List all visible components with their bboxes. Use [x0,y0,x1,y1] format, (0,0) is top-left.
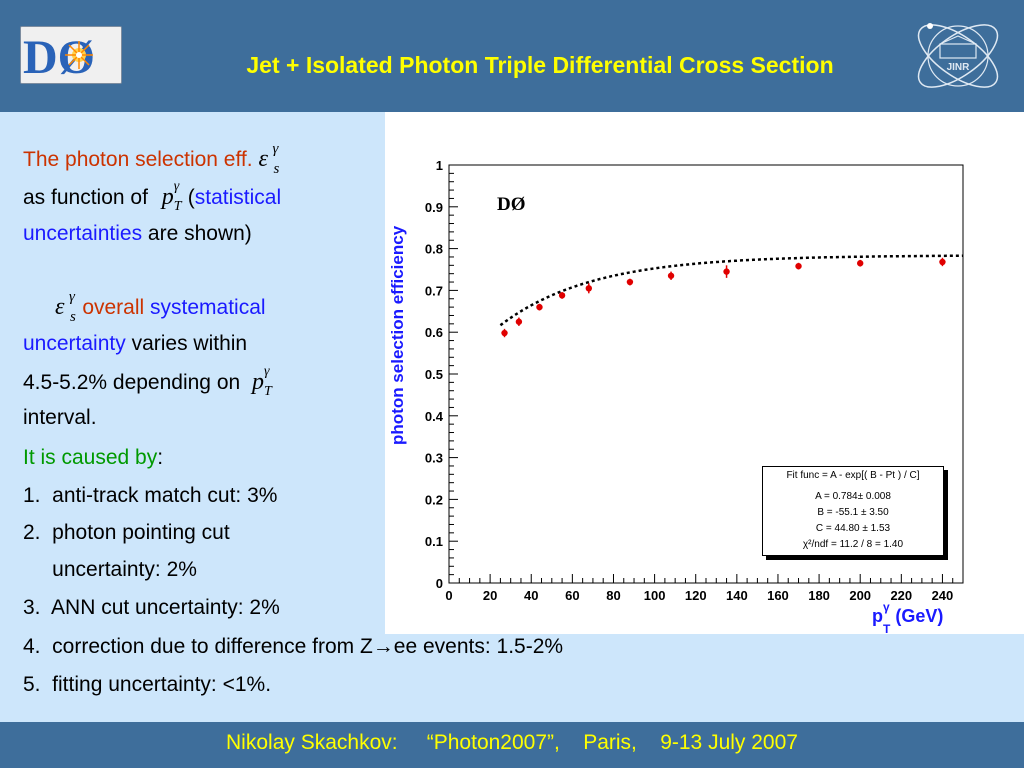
d0-logo: DØ [20,26,122,84]
text-are-shown: are shown) [142,222,252,245]
y-axis-title: photon selection efficiency [388,225,407,445]
list-item-4: 4. correction due to difference from Z→e… [23,635,564,658]
list-item-2-cont: uncertainty: 2% [23,558,197,581]
jinr-logo: JINR [908,6,1008,106]
text-varies-within: varies within [125,332,248,355]
fit-box-line1: Fit func = A - exp[( B - Pt ) / C] [786,470,920,481]
text-as-function: as function of [23,186,148,209]
text-overall: overall [82,296,145,319]
text-photon-selection: The photon selection eff. [23,148,253,171]
fit-box-line4: C = 44.80 ± 1.53 [815,523,891,534]
text-interval: interval. [23,406,97,429]
list-item-3: 3. ANN cut uncertainty: 2% [23,596,280,619]
text-uncertainties: uncertainties [23,222,143,245]
d0-logo-graphic: DØ [21,27,121,83]
x-axis-title-unit: (GeV) [890,606,944,626]
x-axis-title-p: p [872,606,883,626]
x-axis-title-sub: T [883,621,891,636]
footer-text: Nikolay Skachkov: “Photon2007”, Paris, 9… [226,731,798,754]
text-statistical: statistical [194,186,282,209]
fit-box-line5: χ²/ndf = 11.2 / 8 = 1.40 [802,539,904,550]
footer-bar: Nikolay Skachkov: “Photon2007”, Paris, 9… [0,722,1024,768]
text-line-3: uncertainties are shown) [23,221,252,247]
text-depending: 4.5-5.2% depending on [23,371,241,394]
header-bar: DØ Jet + Isolated Photon Triple Differen… [0,0,1024,112]
text-line-5: uncertainty varies within [23,331,247,357]
fit-box-line3: B = -55.1 ± 3.50 [817,507,889,518]
text-uncertainty: uncertainty [23,332,126,355]
text-line-8: It is caused by: [23,446,164,469]
text-line-7: interval. [23,405,97,431]
text-systematical: systematical [150,296,266,319]
list-item-5: 5. fitting uncertainty: <1%. [23,673,272,696]
text-caused-by: It is caused by [23,446,158,469]
text-line-2: as function of p γ T (statistical [23,179,282,214]
list-item-2: 2. photon pointing cut [23,521,230,544]
page-title: Jet + Isolated Photon Triple Differentia… [246,52,834,78]
jinr-logo-text: JINR [947,62,971,73]
fit-results-box: Fit func = A - exp[( B - Pt ) / C] A = 0… [762,466,944,556]
x-axis-title-sup: γ [883,600,890,614]
fit-box-line2: A = 0.784± 0.008 [815,491,891,502]
list-item-1: 1. anti-track match cut: 3% [23,484,278,507]
